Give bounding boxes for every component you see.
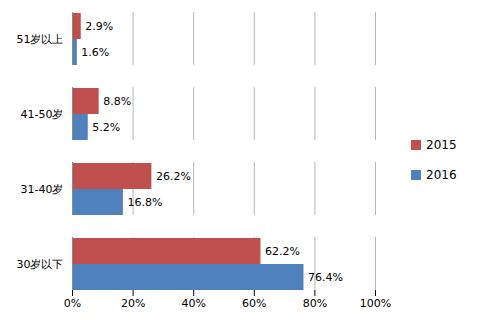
- svg-text:16.8%: 16.8%: [127, 196, 162, 209]
- svg-text:100%: 100%: [360, 297, 391, 310]
- svg-text:80%: 80%: [303, 297, 327, 310]
- svg-text:31-40岁: 31-40岁: [21, 183, 64, 196]
- svg-text:76.4%: 76.4%: [308, 271, 343, 284]
- svg-text:2.9%: 2.9%: [85, 20, 113, 33]
- html-text:2016: 2016: [426, 168, 457, 182]
- svg-text:8.8%: 8.8%: [103, 95, 131, 108]
- svg-text:5.2%: 5.2%: [92, 121, 120, 134]
- svg-text:51岁以上: 51岁以上: [17, 33, 64, 46]
- svg-text:62.2%: 62.2%: [265, 245, 300, 258]
- html-text:2015: 2015: [426, 138, 457, 152]
- svg-text:30岁以下: 30岁以下: [17, 258, 64, 271]
- svg-text:1.6%: 1.6%: [81, 46, 109, 59]
- svg-text:0%: 0%: [64, 297, 81, 310]
- svg-text:60%: 60%: [242, 297, 266, 310]
- svg-text:20%: 20%: [121, 297, 145, 310]
- svg-text:26.2%: 26.2%: [156, 170, 191, 183]
- svg-text:41-50岁: 41-50岁: [21, 108, 64, 121]
- svg-text:40%: 40%: [181, 297, 205, 310]
